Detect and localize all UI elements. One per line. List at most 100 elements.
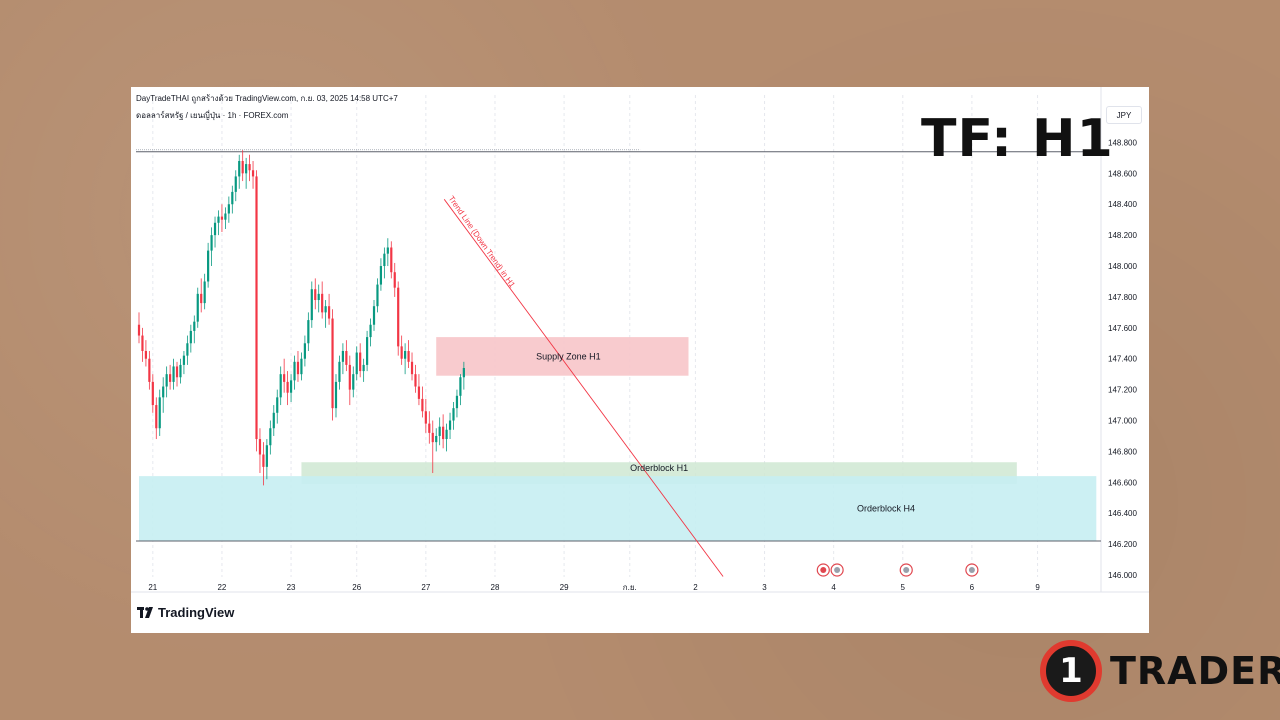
candle-body bbox=[307, 320, 310, 344]
time-axis-label: 3 bbox=[762, 583, 767, 592]
economic-event-icon-inner bbox=[968, 567, 975, 573]
candle-body bbox=[314, 289, 317, 301]
candle-body bbox=[231, 191, 234, 205]
candle-body bbox=[245, 164, 248, 174]
price-axis-label: 147.000 bbox=[1108, 417, 1137, 426]
candle-body bbox=[421, 398, 424, 412]
price-axis-label: 147.600 bbox=[1108, 324, 1137, 333]
candle-body bbox=[404, 351, 407, 359]
candle-body bbox=[224, 213, 227, 220]
candle-body bbox=[248, 164, 251, 171]
candle-body bbox=[383, 253, 386, 267]
price-axis-label: 148.000 bbox=[1108, 262, 1137, 271]
candle-body bbox=[227, 204, 230, 214]
candle-body bbox=[445, 429, 448, 440]
orderblock-h4-label: Orderblock H4 bbox=[857, 504, 915, 514]
economic-event-icon-inner bbox=[903, 567, 910, 573]
candle-body bbox=[196, 293, 199, 322]
trendline[interactable] bbox=[443, 199, 724, 577]
time-axis-label: 29 bbox=[560, 583, 569, 592]
candle-body bbox=[158, 397, 161, 429]
chart-card: Trend Line (Down Trend) in H1 Supply Zone… bbox=[131, 87, 1149, 633]
candle-body bbox=[324, 306, 327, 313]
candle-body bbox=[321, 293, 324, 313]
price-axis-label: 146.400 bbox=[1108, 509, 1137, 518]
time-axis-label: 22 bbox=[217, 583, 226, 592]
candle-body bbox=[376, 284, 379, 307]
orderblock-h1-label: Orderblock H1 bbox=[630, 463, 688, 473]
candle-body bbox=[258, 439, 262, 455]
time-axis-label: 5 bbox=[901, 583, 906, 592]
price-axis-label: 148.800 bbox=[1108, 138, 1137, 147]
candle-body bbox=[348, 364, 351, 390]
candle-body bbox=[286, 381, 289, 393]
candle-body bbox=[200, 293, 203, 304]
candle-body bbox=[279, 374, 282, 398]
candle-body bbox=[162, 386, 165, 398]
economic-event-icon-inner bbox=[834, 567, 841, 573]
candle-body bbox=[220, 216, 224, 220]
candle-body bbox=[182, 355, 186, 365]
price-axis-label: 148.600 bbox=[1108, 169, 1137, 178]
candle-body bbox=[175, 366, 179, 378]
candle-body bbox=[414, 374, 417, 387]
candle-body bbox=[193, 321, 196, 331]
time-axis-label: ก.ย. bbox=[623, 583, 637, 592]
candle-body bbox=[338, 361, 341, 382]
candle-body bbox=[210, 235, 213, 251]
chart-header-title: DayTradeTHAI ถูกสร้างด้วย TradingView.co… bbox=[136, 94, 398, 103]
supply-zone-h1-box[interactable] bbox=[436, 337, 689, 376]
tradingview-logo-icon bbox=[137, 606, 153, 618]
candle-body bbox=[141, 335, 144, 351]
candle-body bbox=[390, 247, 393, 273]
price-axis-label: 146.000 bbox=[1108, 571, 1137, 580]
price-axis-label: 148.200 bbox=[1108, 231, 1137, 240]
time-axis-label: 26 bbox=[352, 583, 361, 592]
timeframe-label: TF: H1 bbox=[921, 109, 1114, 169]
candle-body bbox=[424, 411, 427, 424]
chart-header-symbol: ดอลลาร์สหรัฐ / เยนญี่ปุ่น · 1h · FOREX.c… bbox=[136, 111, 289, 120]
candle-body bbox=[213, 222, 217, 236]
price-axis-label: 147.400 bbox=[1108, 355, 1137, 364]
supply-zone-h1-label: Supply Zone H1 bbox=[536, 351, 601, 361]
candle-body bbox=[296, 361, 300, 375]
candle-body bbox=[372, 306, 376, 325]
candle-body bbox=[317, 293, 320, 301]
time-axis-label: 27 bbox=[421, 583, 430, 592]
currency-label[interactable]: JPY bbox=[1106, 106, 1142, 124]
candle-body bbox=[165, 374, 168, 387]
time-axis-label: 6 bbox=[970, 583, 975, 592]
candle-body bbox=[203, 281, 206, 304]
tradingview-brand: TradingView bbox=[137, 605, 234, 620]
candle-body bbox=[234, 176, 237, 192]
candle-body bbox=[179, 364, 182, 378]
candle-body bbox=[448, 420, 452, 430]
candle-body bbox=[359, 352, 362, 372]
candle-body bbox=[238, 160, 241, 177]
candle-body bbox=[137, 324, 141, 336]
candle-body bbox=[459, 377, 462, 396]
candle-body bbox=[452, 408, 455, 421]
candle-body bbox=[438, 426, 441, 436]
orderblock-h4-box[interactable] bbox=[139, 476, 1097, 542]
candle-body bbox=[289, 380, 293, 393]
candle-body bbox=[355, 352, 358, 375]
candle-body bbox=[455, 395, 459, 409]
candle-body bbox=[155, 405, 158, 429]
time-axis-label: 4 bbox=[831, 583, 836, 592]
time-axis-label: 2 bbox=[693, 583, 698, 592]
candle-body bbox=[172, 366, 175, 382]
price-axis-label: 147.800 bbox=[1108, 293, 1137, 302]
price-chart[interactable]: Trend Line (Down Trend) in H1 Supply Zone… bbox=[131, 87, 1149, 633]
candle-body bbox=[397, 287, 400, 347]
candle-body bbox=[386, 247, 389, 254]
candle-body bbox=[407, 351, 410, 362]
logo-text: TRADER bbox=[1110, 649, 1280, 693]
candle-body bbox=[303, 343, 306, 359]
candle-body bbox=[310, 289, 313, 321]
candle-body bbox=[265, 445, 268, 467]
candle-body bbox=[207, 250, 210, 282]
candle-body bbox=[442, 426, 445, 440]
candle-body bbox=[276, 397, 279, 413]
candle-body bbox=[369, 324, 372, 338]
